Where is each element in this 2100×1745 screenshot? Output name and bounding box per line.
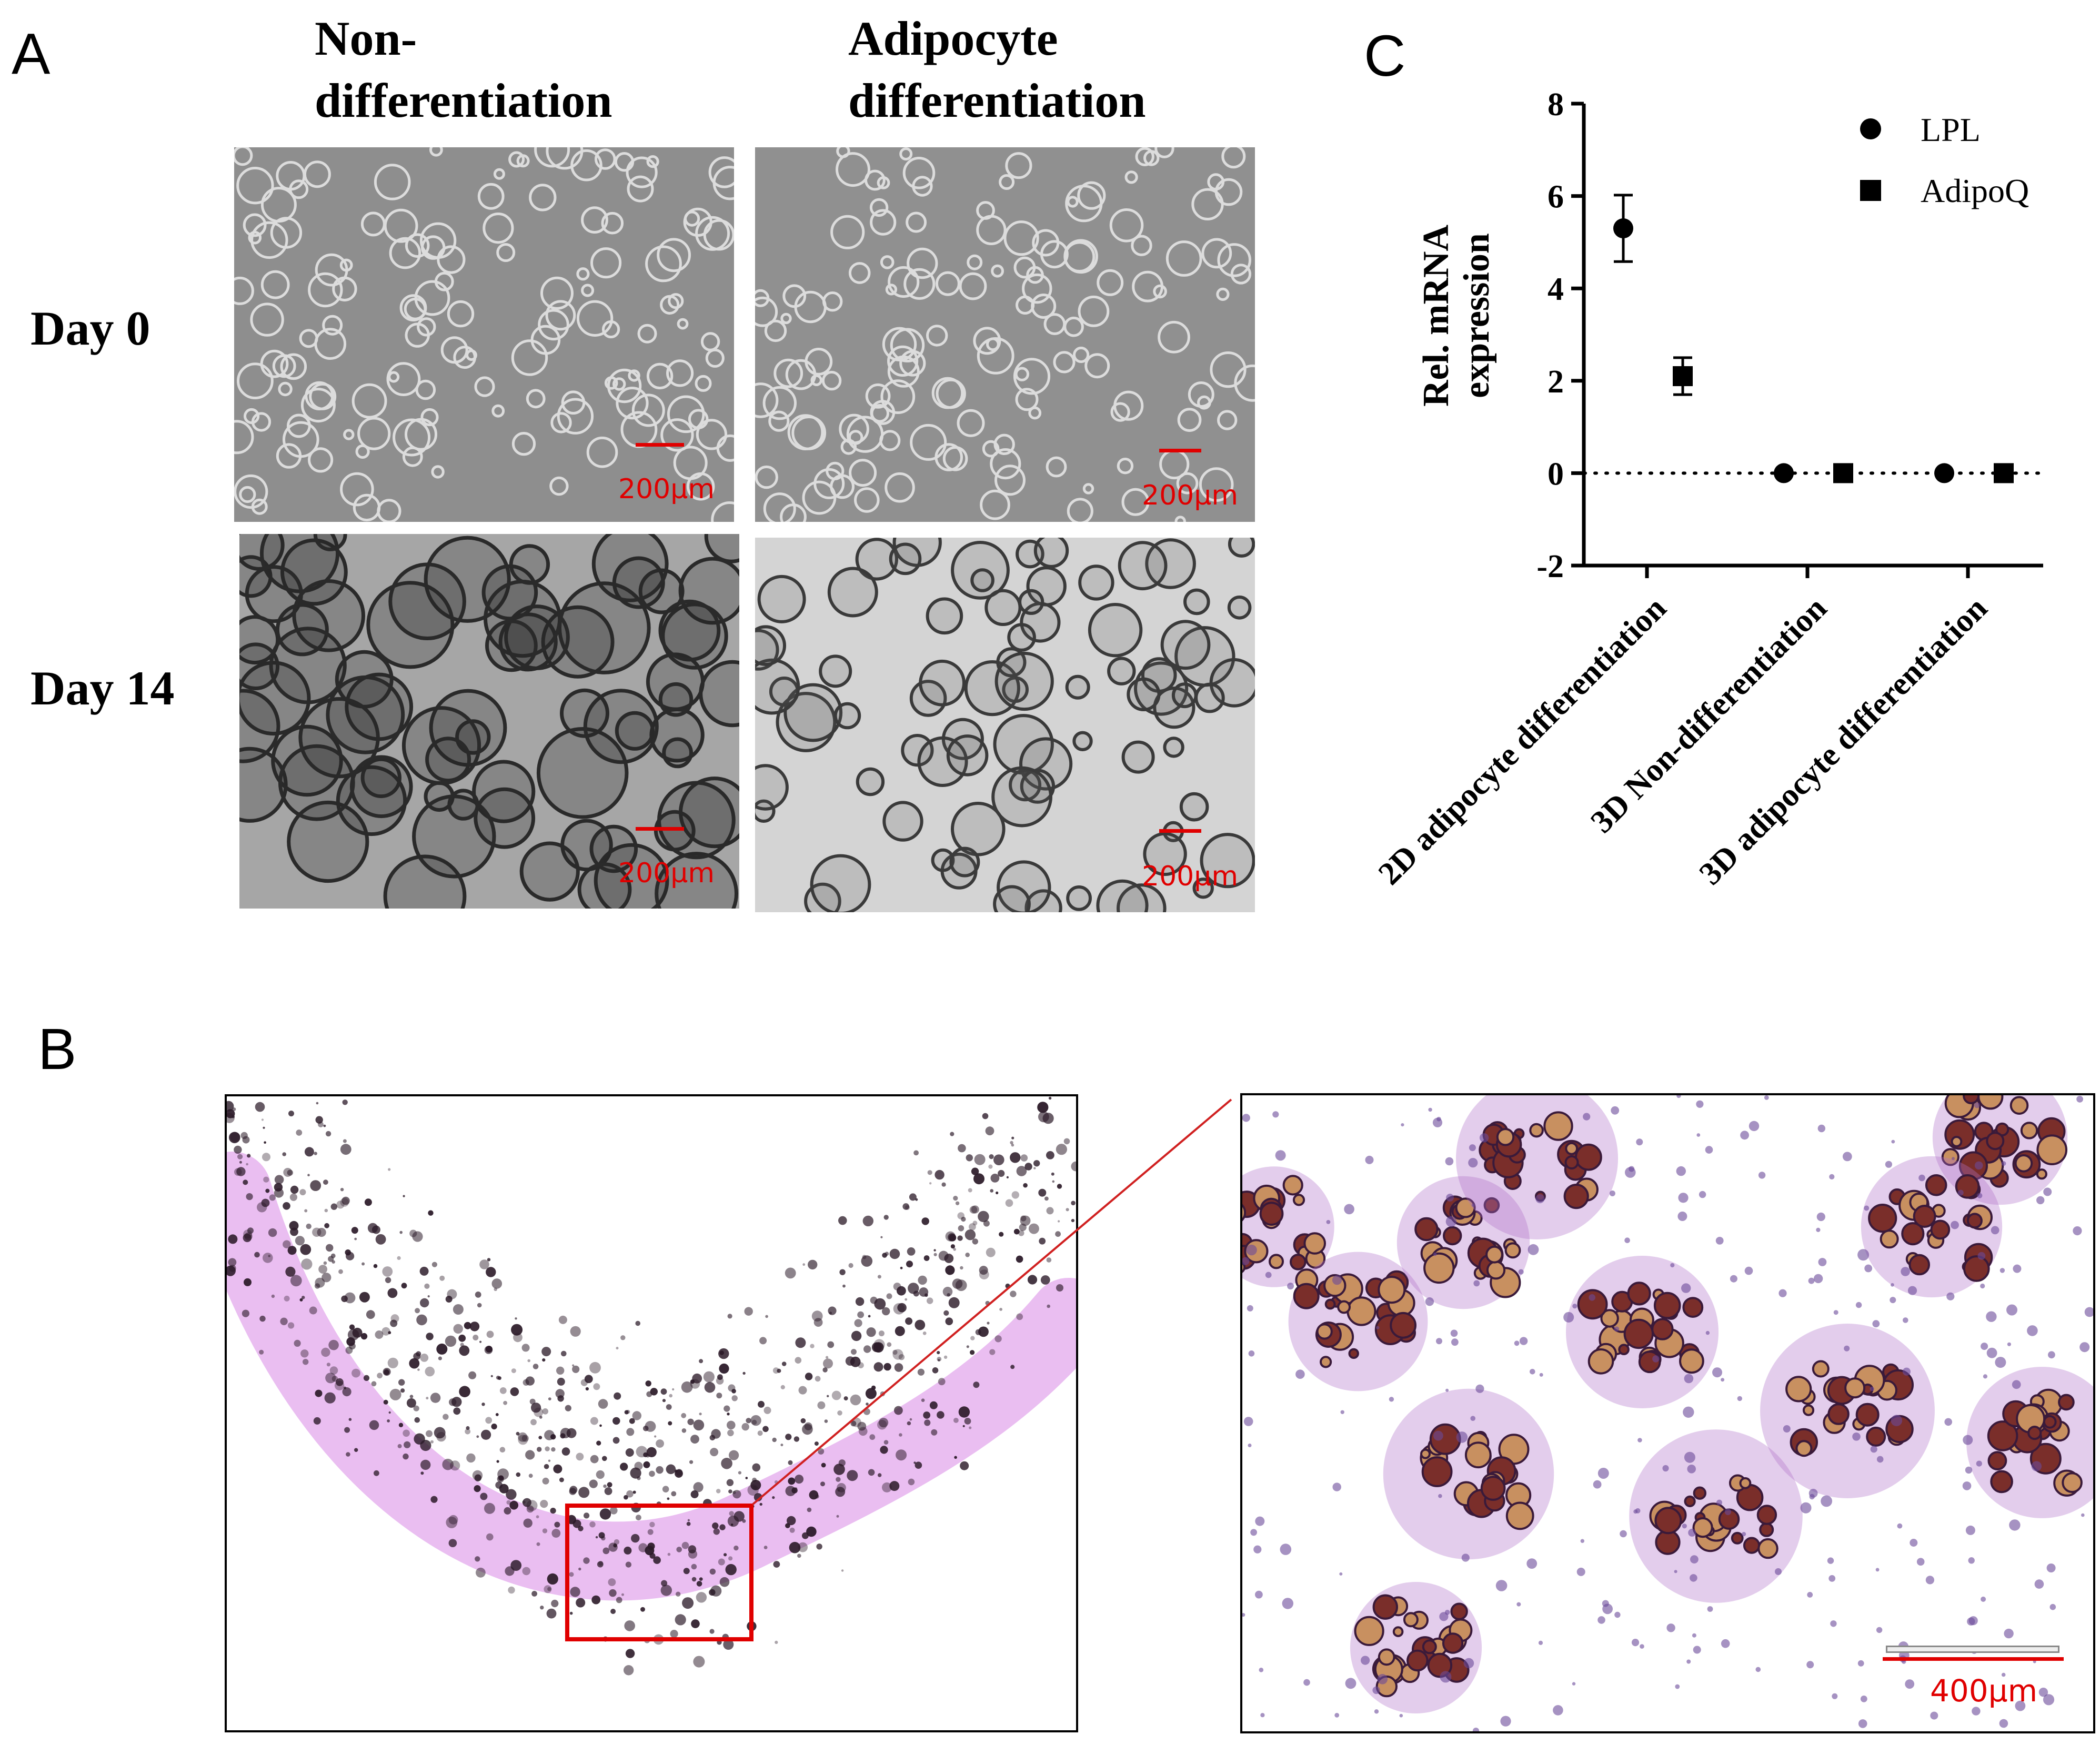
cell-texture bbox=[234, 147, 734, 522]
micrograph-day0-non-differentiation bbox=[234, 147, 734, 522]
x-tick-label: 3D adipocyte differentiation bbox=[1693, 590, 1994, 892]
panel-c-letter: C bbox=[1364, 24, 1406, 88]
legend-marker-lpl bbox=[1860, 118, 1881, 139]
scale-bar-line bbox=[636, 443, 684, 447]
oil-red-o-overview-image bbox=[225, 1094, 1078, 1732]
point-lpl bbox=[1613, 218, 1633, 239]
zoom-region-box bbox=[565, 1504, 753, 1641]
cell-texture bbox=[755, 538, 1255, 912]
y-axis-title: Rel. mRNA expression bbox=[1416, 225, 1497, 407]
scale-bar-outline bbox=[1886, 1646, 2059, 1653]
micrograph-day14-adipocyte-differentiation bbox=[755, 538, 1255, 912]
chart-panel-c: Rel. mRNA expression -2 0 2 4 6 8 2D adipocyte… bbox=[1372, 87, 2045, 892]
oil-red-o-magnified-image bbox=[1240, 1093, 2095, 1733]
y-tick-label: 6 bbox=[1548, 179, 1564, 215]
cell-texture bbox=[755, 147, 1255, 522]
x-tick-label: 2D adipocyte differentiation bbox=[1372, 590, 1673, 892]
scale-bar-label: 200μm bbox=[618, 473, 715, 505]
column-header-adipocyte-differentiation: Adipocyte differentiation bbox=[848, 7, 1146, 132]
column-header-non-differentiation: Non- differentiation bbox=[315, 7, 612, 132]
point-adipoq bbox=[1833, 463, 1853, 483]
legend-label-adipoq: AdipoQ bbox=[1921, 172, 2029, 209]
scale-bar-line bbox=[1159, 829, 1201, 833]
y-axis-title-line: Rel. mRNA bbox=[1416, 225, 1456, 407]
point-adipoq bbox=[1994, 463, 2014, 483]
scale-bar-line bbox=[1883, 1657, 2064, 1661]
scale-bar-label: 200μm bbox=[618, 858, 715, 889]
scale-bar-label: 200μm bbox=[1142, 861, 1238, 892]
y-tick-label: 8 bbox=[1548, 87, 1564, 123]
scale-bar-label: 400μm bbox=[1930, 1673, 2038, 1709]
column-header-line: differentiation bbox=[315, 74, 612, 127]
micrograph-day14-non-differentiation bbox=[239, 534, 739, 909]
column-header-line: differentiation bbox=[848, 74, 1146, 127]
legend-marker-adipoq bbox=[1860, 180, 1881, 201]
scale-bar-line bbox=[1159, 449, 1201, 452]
scale-bar-label: 200μm bbox=[1142, 480, 1238, 511]
y-axis-title-line: expression bbox=[1456, 233, 1497, 398]
micrograph-day0-adipocyte-differentiation bbox=[755, 147, 1255, 522]
panel-b-letter: B bbox=[38, 1017, 77, 1082]
y-tick-label: 4 bbox=[1548, 271, 1564, 307]
point-lpl bbox=[1774, 463, 1794, 483]
legend: LPL AdipoQ bbox=[1860, 111, 2029, 209]
legend-label-lpl: LPL bbox=[1921, 111, 1981, 148]
lipid-droplet-texture bbox=[1242, 1095, 2093, 1731]
row-header-day-14: Day 14 bbox=[31, 661, 175, 715]
point-lpl bbox=[1934, 463, 1954, 483]
point-adipoq bbox=[1673, 366, 1693, 387]
zoom-connector-line bbox=[751, 1098, 1232, 1506]
scale-bar-line bbox=[636, 827, 684, 831]
panel-a-letter: A bbox=[12, 22, 51, 86]
y-tick-label: 0 bbox=[1548, 456, 1564, 492]
cell-texture bbox=[239, 534, 739, 909]
column-header-line: Non- bbox=[315, 12, 417, 65]
column-header-line: Adipocyte bbox=[848, 12, 1058, 65]
y-tick-label: 2 bbox=[1548, 364, 1564, 400]
row-header-day-0: Day 0 bbox=[31, 301, 150, 355]
y-tick-label: -2 bbox=[1536, 549, 1564, 584]
